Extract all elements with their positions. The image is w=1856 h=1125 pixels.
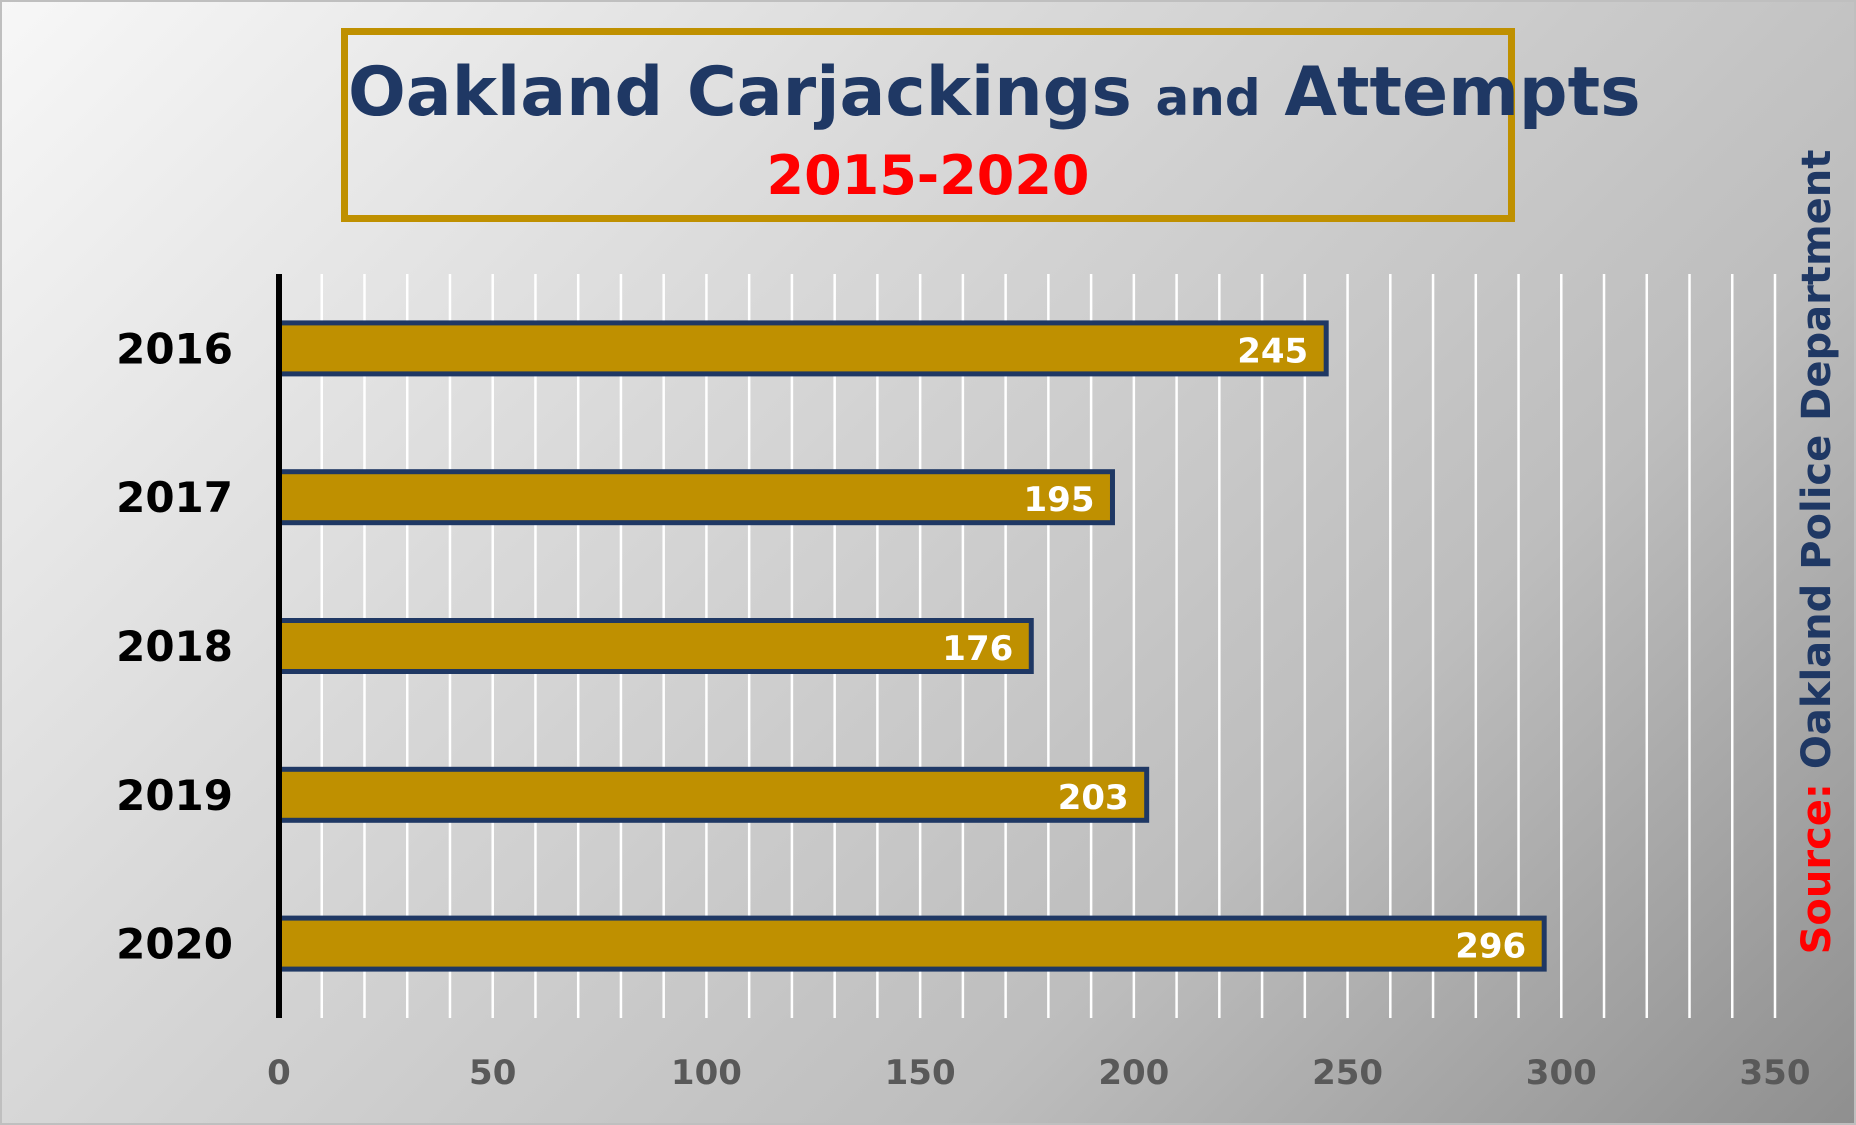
title-part-end: Attempts	[1284, 53, 1641, 132]
bar	[276, 915, 1547, 972]
x-tick-label: 200	[1098, 1053, 1169, 1093]
x-tick-label: 0	[267, 1053, 291, 1093]
category-label: 2016	[116, 324, 233, 373]
x-tick-label: 100	[671, 1053, 742, 1093]
bar	[276, 469, 1115, 526]
title-part-main: Oakland Carjackings	[348, 53, 1132, 132]
title-box: Oakland Carjackings and Attempts 2015-20…	[341, 28, 1641, 222]
chart-subtitle: 2015-2020	[766, 144, 1090, 207]
x-tick-label: 250	[1312, 1053, 1383, 1093]
category-label: 2020	[116, 920, 233, 969]
bar	[276, 320, 1329, 377]
chart-title: Oakland Carjackings and Attempts	[348, 53, 1641, 138]
bar	[276, 766, 1150, 823]
bar	[276, 618, 1034, 674]
source-label: Source:	[1794, 783, 1840, 955]
source-text: Oakland Police Department	[1794, 149, 1840, 770]
data-label: 176	[942, 629, 1013, 669]
x-tick-label: 350	[1740, 1053, 1811, 1093]
source-note: Source: Oakland Police Department	[1794, 150, 1840, 955]
x-tick-label: 300	[1526, 1053, 1597, 1093]
category-label: 2018	[116, 622, 233, 671]
category-label: 2019	[116, 771, 233, 820]
data-label: 296	[1455, 927, 1526, 967]
data-label: 245	[1237, 331, 1308, 371]
data-label: 195	[1024, 480, 1095, 520]
x-tick-label: 50	[469, 1053, 516, 1093]
title-part-and: and	[1155, 69, 1261, 127]
data-label: 203	[1058, 778, 1129, 818]
x-tick-label: 150	[885, 1053, 956, 1093]
category-label: 2017	[116, 473, 233, 522]
